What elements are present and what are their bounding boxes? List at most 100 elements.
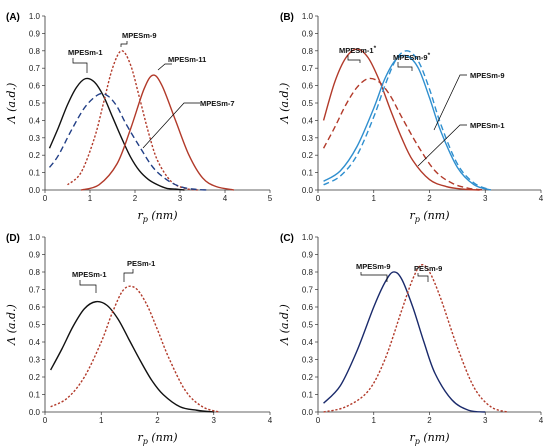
panel-tag: (A) [6, 12, 20, 23]
y-tick-label: 0.3 [302, 134, 314, 143]
y-tick-label: 0.1 [29, 391, 41, 400]
x-tick-label: 0 [43, 194, 48, 203]
y-tick-label: 0.6 [302, 82, 314, 91]
y-tick-label: 0.2 [302, 373, 314, 382]
y-tick-label: 0.7 [29, 286, 41, 295]
y-axis-label: Λ (a.d.) [5, 83, 18, 125]
x-tick-label: 2 [427, 416, 432, 425]
x-tick-label: 4 [539, 416, 544, 425]
x-axis-label: rp (nm) [138, 431, 178, 446]
annotation-leader [347, 55, 361, 63]
series-line [322, 77, 486, 191]
x-tick-label: 2 [133, 194, 138, 203]
series-annotation: MPESm-1* [339, 45, 377, 55]
series-annotation: MPESm-9 [122, 31, 157, 40]
x-tick-label: 4 [268, 416, 273, 425]
x-tick-label: 4 [223, 194, 228, 203]
panel-tag: (C) [280, 233, 294, 244]
y-tick-label: 0.6 [29, 82, 41, 91]
y-tick-label: 0.1 [29, 169, 41, 178]
y-tick-label: 0.2 [302, 151, 314, 160]
x-tick-label: 5 [268, 194, 273, 203]
y-tick-label: 0.7 [302, 64, 314, 73]
y-tick-label: 0.0 [302, 408, 314, 417]
series-line [323, 54, 492, 191]
y-tick-label: 0.8 [29, 47, 41, 56]
y-tick-label: 0.6 [29, 303, 41, 312]
annotation-leader [142, 102, 200, 149]
y-tick-label: 0.9 [302, 29, 314, 38]
x-tick-label: 3 [483, 194, 488, 203]
y-tick-label: 0.8 [302, 47, 314, 56]
y-axis-label: Λ (a.d.) [278, 83, 291, 125]
series-annotation: MPESm-9 [470, 71, 505, 80]
y-tick-label: 0.9 [29, 29, 41, 38]
x-tick-label: 1 [372, 194, 377, 203]
chart-panel-2: (B) 0.0 0.1 0.2 0.3 0.4 0.5 0.6 0.7 0.8 0.9 1.0 0 1 2 3… [278, 12, 544, 224]
series-annotation: MPESm-1 [470, 121, 505, 130]
x-tick-label: 0 [43, 416, 48, 425]
y-tick-label: 0.8 [29, 268, 41, 277]
y-tick-label: 1.0 [29, 12, 41, 21]
annotation-leader [79, 280, 97, 293]
series-line [48, 77, 185, 191]
series-annotation: MPESm-9* [393, 52, 431, 62]
chart-panel-1: (A) 0.0 0.1 0.2 0.3 0.4 0.5 0.6 0.7 0.8 0.9 1.0 0 1 2 3… [5, 12, 273, 224]
y-tick-label: 1.0 [302, 233, 314, 242]
y-tick-label: 0.8 [302, 268, 314, 277]
series-line [50, 300, 214, 413]
x-axis-label: rp (nm) [410, 431, 450, 446]
x-tick-label: 0 [316, 416, 321, 425]
series-annotation: MPESm-9 [356, 262, 391, 271]
series-annotation: PESm-9 [414, 264, 442, 273]
y-tick-label: 0.0 [302, 186, 314, 195]
x-tick-label: 1 [88, 194, 93, 203]
y-tick-label: 1.0 [302, 12, 314, 21]
y-tick-label: 0.4 [302, 338, 314, 347]
y-tick-label: 0.2 [29, 151, 41, 160]
x-tick-label: 1 [372, 416, 377, 425]
annotation-leader [417, 124, 467, 167]
series-line [323, 271, 486, 413]
annotation-leader [397, 62, 413, 71]
annotation-leader [157, 63, 172, 71]
chart-panel-4: (C) 0.0 0.1 0.2 0.3 0.4 0.5 0.6 0.7 0.8 0.9 1.0 0 1 2 3… [278, 233, 544, 446]
y-tick-label: 0.3 [302, 356, 314, 365]
y-tick-label: 1.0 [29, 233, 41, 242]
series-line [67, 50, 199, 191]
y-tick-label: 0.5 [29, 99, 41, 108]
y-tick-label: 0.5 [302, 321, 314, 330]
y-tick-label: 0.5 [302, 99, 314, 108]
y-tick-label: 0.4 [302, 116, 314, 125]
x-tick-label: 3 [178, 194, 183, 203]
series-annotation: MPESm-1 [72, 270, 107, 279]
series-line [50, 285, 220, 413]
y-tick-label: 0.6 [302, 303, 314, 312]
series-annotation: MPESm-7 [200, 99, 235, 108]
y-tick-label: 0.0 [29, 186, 41, 195]
x-tick-label: 3 [212, 416, 217, 425]
annotation-leader [123, 269, 134, 282]
series-annotation: MPESm-11 [168, 55, 206, 64]
panel-tag: (D) [6, 233, 20, 244]
panel-tag: (B) [280, 12, 294, 23]
annotation-leader [433, 74, 467, 131]
series-line [80, 74, 235, 191]
y-tick-label: 0.2 [29, 373, 41, 382]
series-annotation: MPESm-1 [68, 48, 103, 57]
annotation-leader [120, 41, 128, 47]
annotation-leader [72, 58, 88, 73]
x-tick-label: 0 [316, 194, 321, 203]
y-tick-label: 0.1 [302, 391, 314, 400]
annotation-leader [360, 272, 388, 282]
y-tick-label: 0.4 [29, 116, 41, 125]
y-axis-label: Λ (a.d.) [5, 304, 18, 346]
y-tick-label: 0.7 [302, 286, 314, 295]
x-axis-label: rp (nm) [410, 209, 450, 224]
y-tick-label: 0.4 [29, 338, 41, 347]
y-tick-label: 0.1 [302, 169, 314, 178]
y-tick-label: 0.9 [29, 251, 41, 260]
chart-panel-3: (D) 0.0 0.1 0.2 0.3 0.4 0.5 0.6 0.7 0.8 0.9 1.0 0 1 2 3… [5, 233, 273, 446]
x-axis-label: rp (nm) [138, 209, 178, 224]
